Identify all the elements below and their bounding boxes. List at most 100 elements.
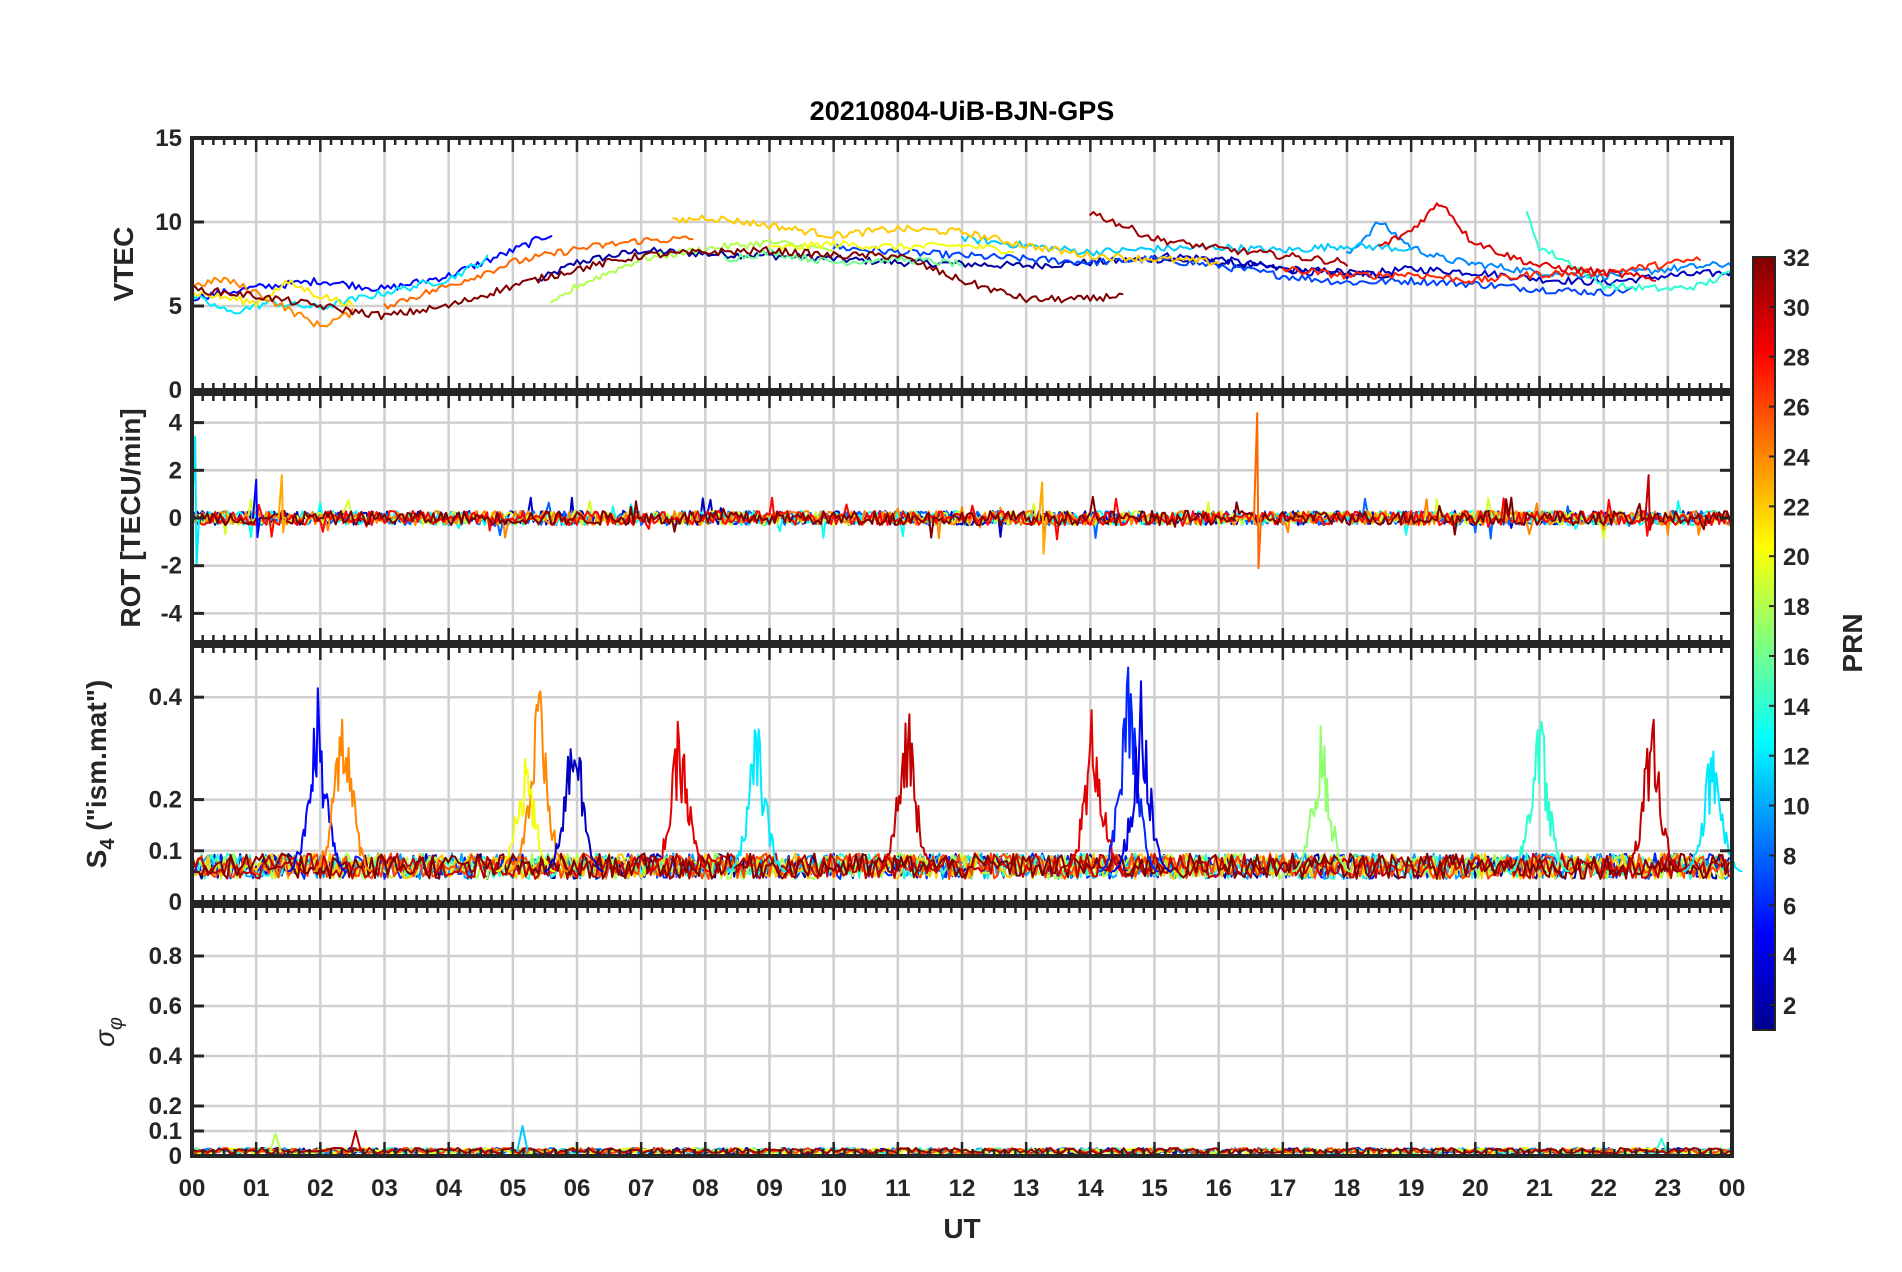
colorbar-tick-label: 24 (1783, 444, 1810, 471)
colorbar-tick-label: 2 (1783, 993, 1796, 1020)
s4-burst-prn-30 (1621, 718, 1682, 873)
rot-spike-prn-25 (1253, 412, 1262, 570)
vtec-series-prn-31 (1089, 211, 1348, 267)
vtec-series-prn-3 (1153, 252, 1733, 286)
xtick-label: 01 (243, 1175, 270, 1202)
colorbar-tick-label: 26 (1783, 395, 1810, 422)
ytick-label: -2 (161, 553, 182, 580)
panel-s4-series (191, 666, 1743, 880)
colorbar-tick-label: 16 (1783, 644, 1810, 671)
vtec-series-prn-16 (723, 248, 963, 268)
panel-vtec: 0 5 10 15 VTEC (108, 125, 1734, 404)
vtec-series-prn-9 (1346, 221, 1733, 281)
panel-rot-series (191, 412, 1733, 570)
panel-vtec-yticks: 0 5 10 15 (155, 125, 1734, 404)
xtick-label: 18 (1334, 1175, 1361, 1202)
colorbar-tick-label: 28 (1783, 345, 1810, 372)
s4-baseline-prn-32 (191, 852, 1730, 880)
xtick-label: 17 (1269, 1175, 1296, 1202)
ytick-label: 0 (169, 1143, 182, 1170)
ytick-label: 4 (169, 410, 183, 437)
vtec-series-prn-22 (672, 214, 1220, 266)
ytick-label: 0.4 (149, 1043, 183, 1070)
xtick-label: 12 (949, 1175, 976, 1202)
panel-rot-yticks: -4 -2 0 2 4 (161, 394, 1734, 642)
vtec-series-prn-14 (1525, 211, 1733, 293)
panel-sigma-ylabel: σφ (89, 1017, 127, 1047)
xtick-label: 09 (756, 1175, 783, 1202)
vtec-series-prn-7 (832, 243, 1637, 297)
xtick-label: 05 (499, 1175, 526, 1202)
panel-sigma-grid (192, 906, 1732, 1156)
rot-spike-prn-23 (1038, 481, 1048, 555)
colorbar-tick-label: 22 (1783, 494, 1810, 521)
sigma-spike-prn-18 (269, 1132, 282, 1152)
ytick-label: 0 (169, 505, 182, 532)
colorbar-tick-label: 30 (1783, 295, 1810, 322)
rot-spike-prn-30 (1644, 474, 1654, 531)
panel-sigma-yticks: 00.10.2 0.4 0.6 0.8 (149, 906, 1734, 1170)
ytick-label: 5 (169, 293, 182, 320)
panel-s4: 0 0.1 0.2 0.4 S4 ("ism.mat") (81, 644, 1743, 916)
xtick-label: 08 (692, 1175, 719, 1202)
xtick-label: 21 (1526, 1175, 1553, 1202)
panel-s4-ylabel-main: S (81, 850, 112, 869)
s4-burst-prn-12 (726, 728, 787, 873)
s4-burst-prn-24 (508, 690, 569, 873)
s4-burst-prn-14 (1509, 720, 1570, 873)
vtec-series-prn-21 (191, 279, 354, 308)
colorbar-tick-label: 8 (1783, 843, 1796, 870)
xtick-label: 04 (435, 1175, 462, 1202)
vtec-series-prn-29 (1378, 202, 1656, 282)
vtec-series-prn-11 (961, 234, 1413, 257)
chart-title: 20210804-UiB-BJN-GPS (810, 96, 1115, 126)
x-axis-ticks: 00 01 02 03 04 05 06 07 08 09 10 11 12 13 14 15 16 17 18 19… (179, 1175, 1746, 1202)
s4-burst-prn-30 (877, 713, 938, 873)
panel-rot: -4 -2 0 2 4 ROT [TECU/min] (115, 392, 1734, 644)
ytick-label: 0 (169, 889, 182, 916)
ytick-label: 2 (169, 457, 182, 484)
s4-burst-prn-4 (1111, 680, 1172, 873)
sigma-spike-prn-11 (516, 1125, 529, 1152)
s4-burst-prn-17 (1291, 725, 1352, 873)
s4-baseline-prn-26 (191, 852, 1730, 880)
ytick-label: 0.2 (149, 1093, 182, 1120)
panel-vtec-series (191, 202, 1733, 328)
xtick-label: 15 (1141, 1175, 1168, 1202)
s4-burst-prn-6 (1099, 666, 1159, 873)
ytick-label: -4 (161, 600, 183, 627)
xtick-label: 02 (307, 1175, 334, 1202)
panel-vtec-grid (192, 138, 1732, 390)
x-axis-label: UT (943, 1213, 980, 1244)
ytick-label: 0.1 (149, 838, 182, 865)
colorbar-tick-label: 12 (1783, 744, 1810, 771)
s4-burst-prn-20 (495, 758, 556, 873)
panel-sigma: 00.10.2 0.4 0.6 0.8 σφ (89, 904, 1734, 1170)
ytick-label: 0.1 (149, 1118, 182, 1145)
panel-s4-ylabel: S4 ("ism.mat") (81, 680, 119, 869)
panel-rot-ylabel: ROT [TECU/min] (115, 408, 146, 627)
ytick-label: 10 (155, 209, 182, 236)
xtick-label: 07 (628, 1175, 655, 1202)
xtick-label: 14 (1077, 1175, 1104, 1202)
panel-s4-yticks: 0 0.1 0.2 0.4 (149, 646, 1734, 916)
xtick-label: 06 (564, 1175, 591, 1202)
colorbar-label: PRN (1837, 613, 1868, 672)
ytick-label: 0.2 (149, 787, 182, 814)
vtec-series-prn-5 (191, 235, 553, 302)
xtick-label: 03 (371, 1175, 398, 1202)
rot-spike-prn-23 (277, 474, 287, 534)
vtec-series-prn-25 (383, 235, 694, 310)
ytick-label: 0.4 (149, 684, 183, 711)
panel-vtec-ylabel: VTEC (108, 227, 139, 302)
sigma-spike-prn-14 (1655, 1137, 1668, 1152)
xtick-label: 00 (1719, 1175, 1746, 1202)
xtick-label: 19 (1398, 1175, 1425, 1202)
s4-burst-prn-29 (1063, 709, 1124, 873)
s4-baseline-prn-30 (191, 852, 1730, 880)
colorbar-tick-label: 32 (1783, 245, 1810, 272)
colorbar-tick-label: 4 (1783, 943, 1797, 970)
colorbar-ramp (1752, 256, 1776, 1031)
